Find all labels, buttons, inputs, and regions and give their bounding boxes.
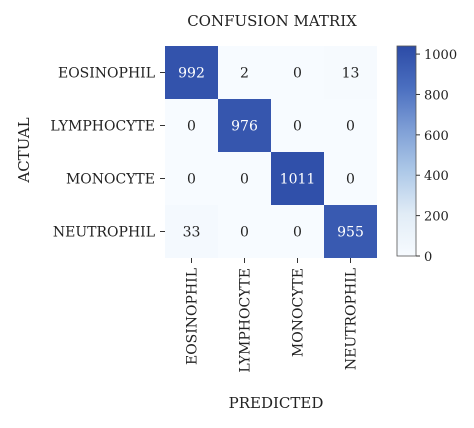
row-tick-label: NEUTROPHIL [53, 225, 155, 241]
heatmap-cell [324, 46, 377, 99]
heatmap-cell [271, 205, 324, 258]
cell-value-label: 0 [240, 225, 249, 241]
cell-value-label: 33 [183, 225, 201, 241]
col-tick-label: EOSINOPHIL [185, 268, 201, 365]
cell-value-label: 955 [337, 225, 364, 241]
colorbar-tick-label: 200 [424, 210, 449, 225]
heatmap-cell [271, 152, 324, 205]
heatmap-cell [165, 205, 218, 258]
heatmap-cell [271, 46, 324, 99]
chart-title: CONFUSION MATRIX [187, 12, 357, 30]
heatmap-cell [218, 46, 271, 99]
col-tick-labels: EOSINOPHIL LYMPHOCYTE MONOCYTE NEUTROPHIL [185, 258, 360, 373]
colorbar-tick-label: 400 [424, 169, 449, 184]
heatmap-cells: 992 2 0 13 0 976 0 0 0 0 1011 0 33 0 0 955 [165, 46, 377, 258]
cell-value-label: 0 [293, 66, 302, 82]
cell-value-label: 976 [231, 119, 258, 135]
heatmap-cell [218, 152, 271, 205]
colorbar-tick-label: 800 [424, 88, 449, 103]
cell-value-label: 0 [346, 119, 355, 135]
cell-value-label: 13 [342, 66, 360, 82]
heatmap-cell [165, 46, 218, 99]
cell-value-label: 0 [187, 119, 196, 135]
col-tick-label: NEUTROPHIL [344, 268, 360, 370]
row-tick-label: LYMPHOCYTE [50, 119, 155, 135]
cell-value-label: 2 [240, 66, 249, 82]
cell-value-label: 1011 [280, 172, 316, 188]
colorbar: 0 200 400 600 800 1000 [396, 45, 457, 265]
row-tick-labels: EOSINOPHIL LYMPHOCYTE MONOCYTE NEUTROPHIL [50, 66, 165, 241]
colorbar-tick-label: 600 [424, 129, 449, 144]
colorbar-gradient [396, 45, 417, 257]
cell-value-label: 992 [178, 66, 205, 82]
cell-value-label: 0 [187, 172, 196, 188]
row-tick-label: MONOCYTE [66, 172, 155, 188]
heatmap-cell [271, 99, 324, 152]
heatmap-cell [324, 99, 377, 152]
heatmap-cell [324, 205, 377, 258]
heatmap-cell [165, 99, 218, 152]
cell-value-label: 0 [240, 172, 249, 188]
x-axis-title: PREDICTED [229, 394, 324, 412]
heatmap-cell [218, 99, 271, 152]
heatmap-cell [165, 152, 218, 205]
cell-value-label: 0 [293, 119, 302, 135]
colorbar-tick-label: 0 [424, 250, 432, 265]
col-tick-label: MONOCYTE [291, 268, 307, 357]
y-axis-title: ACTUAL [15, 117, 33, 183]
colorbar-tick-label: 1000 [424, 48, 457, 63]
heatmap-cell [218, 205, 271, 258]
cell-value-label: 0 [293, 225, 302, 241]
heatmap-cell [324, 152, 377, 205]
cell-value-label: 0 [346, 172, 355, 188]
row-tick-label: EOSINOPHIL [58, 66, 155, 82]
col-tick-label: LYMPHOCYTE [238, 268, 254, 373]
